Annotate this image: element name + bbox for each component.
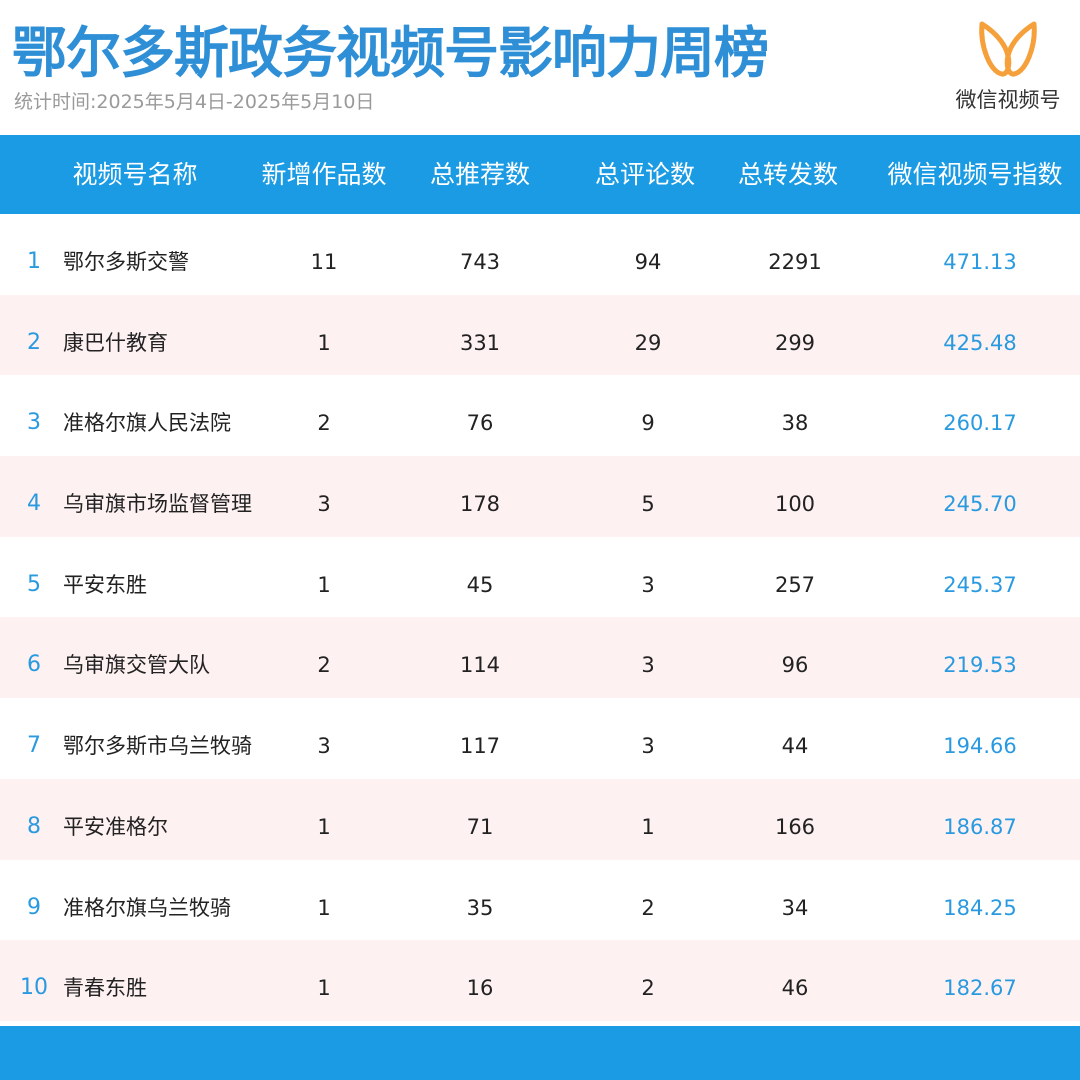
channel-index-value: 194.66 (943, 734, 1017, 759)
shares-count: 299 (774, 330, 816, 355)
recommends-count: 35 (466, 895, 494, 920)
page-header: 鄂尔多斯政务视频号影响力周榜 统计时间:2025年5月4日-2025年5月10日… (0, 0, 1080, 135)
table-header: 视频号名称 新增作品数 总推荐数 总评论数 总转发数 微信视频号指数 (0, 135, 1080, 214)
rank-number: 10 (20, 975, 48, 1001)
column-header-channel-name: 视频号名称 (72, 160, 198, 189)
comments-count: 2 (641, 895, 655, 920)
recommends-count: 331 (459, 330, 501, 355)
recommends-count: 76 (466, 411, 494, 436)
comments-count: 1 (641, 814, 655, 839)
comments-count: 2 (641, 976, 655, 1001)
channel-index-value: 219.53 (943, 653, 1017, 678)
rank-number: 9 (27, 894, 41, 920)
rank-number: 1 (27, 249, 41, 274)
shares-count: 44 (781, 734, 809, 759)
rank-number: 7 (27, 733, 41, 759)
shares-count: 46 (781, 976, 809, 1001)
channel-name: 康巴什教育 (63, 330, 168, 355)
rank-number: 8 (27, 813, 41, 839)
table-row: 8 平安准格尔 1 71 1 166 186.87 (0, 778, 1080, 860)
date-range: 统计时间:2025年5月4日-2025年5月10日 (14, 91, 375, 113)
ranking-table: 1 鄂尔多斯交警 11 743 94 2291 471.13 2 康巴什教育 1… (0, 214, 1080, 1021)
channel-index-value: 245.70 (943, 492, 1017, 517)
recommends-count: 114 (459, 653, 501, 678)
table-row: 7 鄂尔多斯市乌兰牧骑 3 117 3 44 194.66 (0, 698, 1080, 779)
channel-index-value: 245.37 (943, 572, 1017, 597)
new-works-count: 1 (317, 814, 331, 839)
rank-number: 5 (27, 571, 41, 597)
recommends-count: 45 (466, 572, 494, 597)
table-row: 4 乌审旗市场监督管理 3 178 5 100 245.70 (0, 456, 1080, 537)
table-row: 3 准格尔旗人民法院 2 76 9 38 260.17 (0, 375, 1080, 456)
channel-name: 准格尔旗乌兰牧骑 (63, 895, 231, 920)
recommends-count: 117 (459, 734, 501, 759)
comments-count: 5 (641, 492, 655, 517)
recommends-count: 16 (466, 976, 494, 1001)
new-works-count: 2 (317, 653, 331, 678)
channel-index-value: 260.17 (943, 411, 1017, 436)
recommends-count: 743 (459, 250, 501, 274)
comments-count: 3 (641, 653, 655, 678)
logo-label: 微信视频号 (955, 88, 1061, 112)
page-title: 鄂尔多斯政务视频号影响力周榜 (12, 21, 769, 85)
comments-count: 94 (634, 250, 662, 274)
rank-number: 6 (27, 652, 41, 678)
shares-count: 100 (774, 492, 816, 517)
shares-count: 257 (774, 572, 816, 597)
new-works-count: 1 (317, 976, 331, 1001)
channel-index-value: 425.48 (943, 330, 1017, 355)
comments-count: 29 (634, 330, 662, 355)
channel-index-value: 471.13 (943, 250, 1017, 274)
column-header-shares: 总转发数 (737, 160, 838, 189)
table-row: 1 鄂尔多斯交警 11 743 94 2291 471.13 (0, 214, 1080, 295)
comments-count: 9 (641, 411, 655, 436)
new-works-count: 3 (317, 492, 331, 517)
shares-count: 2291 (768, 250, 822, 274)
rank-number: 4 (27, 491, 41, 517)
column-header-recommends: 总推荐数 (429, 160, 530, 189)
recommends-count: 71 (466, 814, 494, 839)
channel-name: 青春东胜 (63, 976, 147, 1001)
channel-name: 鄂尔多斯市乌兰牧骑 (63, 734, 252, 759)
footer-bar (0, 1026, 1080, 1080)
channel-name: 平安东胜 (63, 572, 147, 597)
rank-number: 3 (27, 410, 41, 436)
wechat-channels-butterfly-icon (979, 21, 1037, 77)
column-header-comments: 总评论数 (594, 160, 695, 189)
shares-count: 166 (774, 814, 816, 839)
table-row: 5 平安东胜 1 45 3 257 245.37 (0, 537, 1080, 618)
shares-count: 38 (781, 411, 809, 436)
wechat-channels-logo: 微信视频号 (948, 20, 1068, 120)
channel-index-value: 184.25 (943, 895, 1017, 920)
new-works-count: 1 (317, 572, 331, 597)
shares-count: 34 (781, 895, 809, 920)
recommends-count: 178 (459, 492, 501, 517)
new-works-count: 1 (317, 330, 331, 355)
comments-count: 3 (641, 734, 655, 759)
new-works-count: 11 (310, 250, 338, 274)
new-works-count: 1 (317, 895, 331, 920)
table-row: 9 准格尔旗乌兰牧骑 1 35 2 34 184.25 (0, 860, 1080, 941)
column-header-channel-index: 微信视频号指数 (887, 160, 1063, 189)
channel-index-value: 186.87 (943, 814, 1017, 839)
new-works-count: 3 (317, 734, 331, 759)
channel-name: 乌审旗市场监督管理 (63, 492, 252, 517)
new-works-count: 2 (317, 411, 331, 436)
channel-name: 鄂尔多斯交警 (63, 250, 189, 274)
channel-name: 平安准格尔 (63, 814, 168, 839)
comments-count: 3 (641, 572, 655, 597)
table-row: 10 青春东胜 1 16 2 46 182.67 (0, 940, 1080, 1021)
table-row: 2 康巴什教育 1 331 29 299 425.48 (0, 294, 1080, 376)
channel-index-value: 182.67 (943, 976, 1017, 1001)
channel-name: 准格尔旗人民法院 (63, 411, 231, 436)
rank-number: 2 (27, 329, 41, 355)
column-header-new-works: 新增作品数 (261, 160, 387, 189)
shares-count: 96 (781, 653, 809, 678)
channel-name: 乌审旗交管大队 (63, 653, 210, 678)
table-row: 6 乌审旗交管大队 2 114 3 96 219.53 (0, 617, 1080, 699)
